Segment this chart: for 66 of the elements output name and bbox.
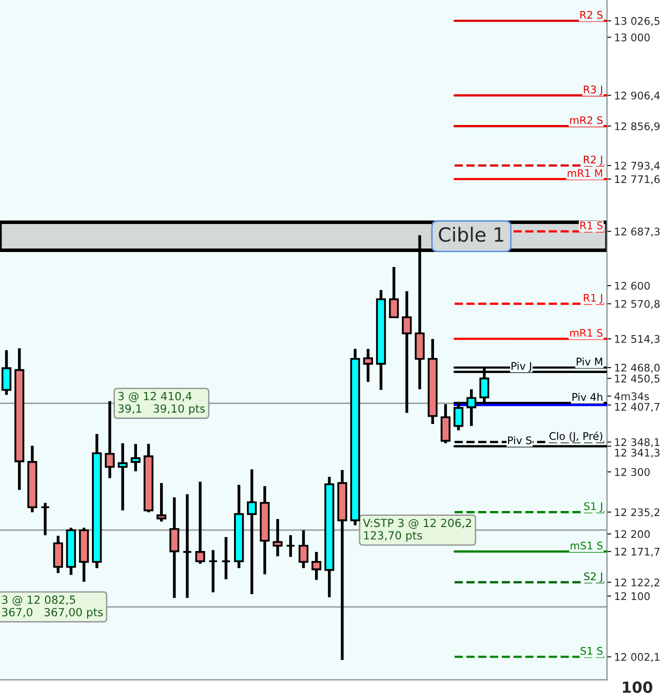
y-tick-label: 4m34s <box>614 392 649 400</box>
candlestick <box>286 534 296 558</box>
candlestick <box>402 290 412 414</box>
candlestick <box>156 482 166 523</box>
y-tick-label: 13 000 <box>615 33 650 42</box>
ref-line-label: Piv M <box>576 357 602 366</box>
ref-line-label: Piv J <box>512 362 532 372</box>
y-tick-label: 12 514,3 <box>615 335 660 344</box>
candlestick <box>53 534 64 574</box>
candlestick <box>195 480 206 566</box>
y-tick-label: 12 122,2 <box>615 578 660 588</box>
ref-line-label: S2 J <box>584 572 602 582</box>
y-tick-label: 12 793,4 <box>615 162 660 171</box>
y-tick-label: 12 171,7 <box>615 548 660 557</box>
candlestick <box>182 492 192 600</box>
y-tick-label: 12 100 <box>615 592 650 600</box>
ref-line-label: R2 J <box>584 156 602 166</box>
y-tick-label: 12 600 <box>615 282 650 290</box>
candlestick <box>363 348 373 384</box>
ref-line-label: Clo (J, Pré) <box>549 432 602 442</box>
candlestick <box>104 400 115 480</box>
ref-line-label: R3 J <box>584 85 602 96</box>
candlestick <box>388 266 399 320</box>
candlestick <box>208 548 218 594</box>
ref-line-label: R1 J <box>584 294 602 304</box>
y-tick-label: 12 348,1 <box>615 438 660 448</box>
y-tick-label: 12 407,7 <box>615 402 660 412</box>
ref-line-label: mR1 M <box>568 169 602 177</box>
ref-line-label: S1 J <box>584 502 602 512</box>
y-tick-label: 12 450,5 <box>615 374 660 384</box>
y-tick-label: 12 200 <box>615 530 650 538</box>
y-tick-label: 12 002,1 <box>615 653 660 662</box>
candlestick <box>298 528 308 570</box>
y-tick-label: 12 235,2 <box>615 508 660 518</box>
y-tick-label: 12 687,3 <box>615 228 660 237</box>
y-tick-label: 12 771,6 <box>615 175 660 184</box>
candlestick <box>221 536 231 581</box>
band-label: Cible 1 <box>438 226 504 242</box>
candlestick <box>246 468 257 596</box>
ref-line-label: Piv S <box>508 436 532 444</box>
candlestick <box>272 518 283 558</box>
ref-line-label: 3 @ 12 082,5 367,0 367,00 pts <box>2 596 103 618</box>
ref-line-label: mS1 S <box>570 542 603 550</box>
candlestick <box>130 442 141 473</box>
text: 100 <box>622 681 652 693</box>
y-tick-label: 12 856,9 <box>615 122 660 132</box>
ref-line-label: R2 S <box>580 10 603 19</box>
y-tick-label: 13 026,5 <box>615 17 660 26</box>
candlestick <box>169 496 180 600</box>
candlestick <box>40 502 50 537</box>
y-tick-label: 12 300 <box>615 468 650 476</box>
y-tick-label: 12 341,3 <box>615 448 660 458</box>
y-tick-label: 12 906,4 <box>615 92 660 101</box>
ref-line-label: R1 S <box>580 222 603 230</box>
candlestick <box>312 550 322 582</box>
candlestick <box>2 348 12 396</box>
candlestick <box>440 402 450 445</box>
candlestick <box>118 442 128 512</box>
ref-line-label: mR1 S <box>570 328 603 337</box>
y-tick-label: 12 570,8 <box>615 300 660 309</box>
ref-line-label: V:STP 3 @ 12 206,2 123,70 pts <box>362 518 472 542</box>
ref-line-label: 3 @ 12 410,4 39,1 39,10 pts <box>118 392 205 415</box>
y-tick-label: 12 468,0 <box>615 364 660 373</box>
ref-line-label: S1 S <box>580 646 603 655</box>
ref-line-label: mR2 S <box>570 116 603 124</box>
ref-line-label: Piv 4h <box>572 392 602 401</box>
